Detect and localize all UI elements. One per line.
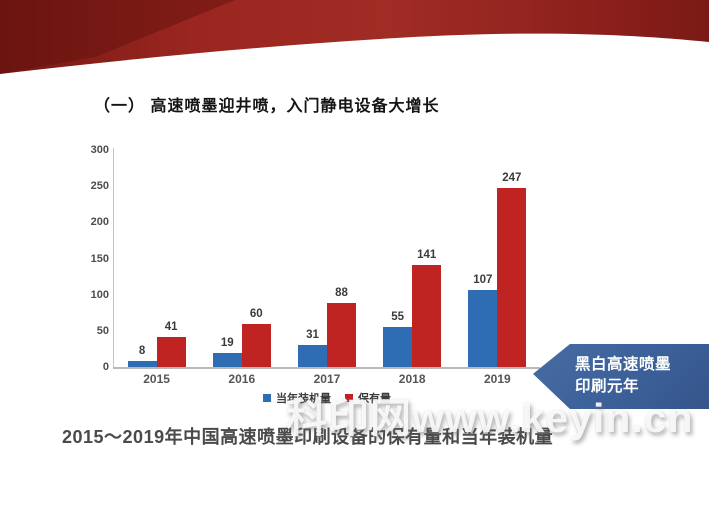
plot-area: 8 41 19 60 31 88 55 141 107 247: [114, 150, 540, 367]
y-axis-tick-label: 100: [90, 288, 109, 301]
header-ribbon: [0, 0, 709, 74]
bar-group: 107 247: [468, 172, 527, 367]
y-axis: 0 50 100 150 200 250 300: [85, 144, 109, 373]
bar: 60: [241, 308, 271, 367]
y-axis-tick-label: 300: [90, 144, 109, 156]
x-axis-tick-label: 2016: [228, 372, 256, 386]
x-axis-tick-label: 2019: [483, 372, 511, 386]
legend-item: 保有量: [345, 390, 391, 406]
bar-value-label: 60: [249, 307, 263, 320]
bar-value-label: 88: [335, 287, 348, 300]
chart-legend: 当年装机量 保有量: [114, 390, 540, 406]
bar-value-label: 41: [164, 321, 178, 334]
slide-title: （一） 高速喷墨迎井喷，入门静电设备大增长: [94, 98, 440, 115]
chart-caption: 2015～2019年中国高速喷墨印刷设备的保有量和当年装机量: [62, 427, 554, 447]
bar: 19: [212, 337, 242, 367]
bar: 31: [297, 329, 327, 367]
callout-banner: 黑白高速喷墨 印刷元年: [533, 344, 709, 409]
bar-value-label: 141: [417, 249, 437, 262]
x-axis-tick-label: 2015: [143, 372, 170, 386]
legend-label: 保有量: [358, 393, 391, 405]
bar-value-label: 107: [473, 273, 493, 286]
bar: 88: [326, 287, 356, 367]
y-axis-line: [113, 148, 114, 367]
bar-value-label: 55: [391, 311, 405, 324]
y-axis-tick-label: 50: [96, 324, 109, 337]
x-axis-tick-label: 2017: [313, 372, 341, 386]
y-axis-tick-label: 150: [90, 252, 109, 265]
x-axis-tick-label: 2018: [398, 372, 426, 386]
y-axis-tick-label: 0: [102, 361, 109, 373]
bar-group: 55 141: [383, 249, 442, 367]
bar-value-label: 247: [502, 172, 522, 185]
bar: 107: [468, 274, 498, 367]
callout-text: 黑白高速喷墨 印刷元年: [575, 354, 671, 397]
callout-line2: 印刷元年: [575, 377, 640, 395]
bar: 141: [412, 249, 442, 367]
x-axis-labels: 2015 2016 2017 2018 2019: [114, 372, 540, 386]
legend-swatch-icon: [345, 394, 353, 402]
callout-line1: 黑白高速喷墨: [575, 356, 672, 373]
bar-group: 19 60: [212, 308, 271, 367]
bar-group: 8 41: [127, 321, 186, 367]
bar: 41: [156, 321, 186, 367]
bar-value-label: 31: [306, 328, 319, 341]
bar-value-label: 8: [138, 345, 146, 358]
y-axis-tick-label: 200: [90, 216, 109, 229]
x-axis-line: [113, 367, 540, 369]
bar: 8: [127, 345, 157, 367]
bar-chart: 0 50 100 150 200 250 300 8 41 19 60 31 88 55 141 107 24…: [85, 144, 547, 406]
bar-value-label: 19: [220, 337, 234, 350]
bar: 55: [383, 311, 413, 367]
y-axis-tick-label: 250: [90, 180, 109, 193]
legend-label: 当年装机量: [276, 393, 331, 405]
bar-group: 31 88: [297, 287, 356, 367]
bar: 247: [497, 172, 527, 367]
legend-item: 当年装机量: [263, 390, 331, 406]
legend-swatch-icon: [263, 394, 271, 402]
